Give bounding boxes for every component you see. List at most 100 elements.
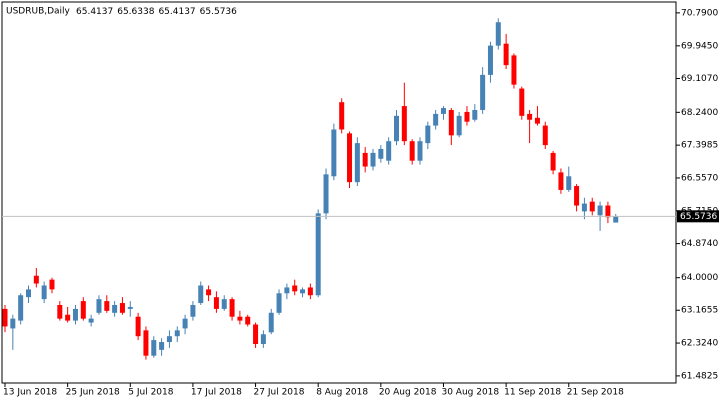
candle-body	[213, 297, 219, 309]
candle-body	[2, 308, 8, 327]
x-tick-label: 30 Aug 2018	[441, 388, 499, 398]
candle-body	[378, 148, 384, 159]
y-tick-label: 62.3240	[681, 339, 718, 349]
candle-body	[347, 133, 353, 183]
candle-body	[57, 304, 63, 319]
candle-body	[339, 102, 345, 130]
candle-body	[206, 289, 212, 296]
y-tick-label: 68.2400	[681, 108, 718, 118]
candle-body	[49, 279, 55, 290]
candle-body	[72, 308, 78, 321]
plot-frame	[1, 1, 677, 384]
candle-body	[362, 152, 368, 167]
candle-body	[119, 303, 125, 313]
candle-body	[386, 141, 392, 161]
candle-body	[495, 22, 501, 46]
chart-title: USDRUB,Daily	[6, 7, 71, 17]
candle-body	[33, 275, 39, 284]
candle-body	[276, 293, 282, 313]
x-tick-label: 17 Jul 2018	[191, 388, 242, 398]
candle-body	[440, 108, 446, 114]
candle-body	[300, 289, 306, 294]
candle-body	[550, 152, 556, 171]
y-tick-label: 64.8740	[681, 239, 718, 249]
candle-body	[174, 330, 180, 337]
y-tick-label: 63.1655	[681, 306, 718, 316]
candle-body	[190, 304, 196, 317]
x-tick-label: 13 Jun 2018	[3, 388, 57, 398]
ohlc-header: 65.4137 65.6338 65.4137 65.5736	[76, 7, 237, 17]
candle-body	[511, 55, 517, 85]
candle-body	[433, 113, 439, 126]
candle-body	[487, 45, 493, 75]
candle-body	[229, 299, 235, 317]
candle-body	[448, 109, 454, 136]
candle-body	[104, 301, 110, 311]
candle-body	[589, 201, 595, 212]
candle-body	[472, 109, 478, 120]
candle-body	[558, 172, 564, 190]
candle-body	[574, 186, 580, 206]
x-tick-label: 21 Sep 2018	[567, 388, 624, 398]
candle-body	[127, 306, 133, 309]
candle-body	[25, 289, 31, 298]
candle-body	[245, 316, 251, 325]
candle-body	[527, 113, 533, 120]
candle-body	[409, 141, 415, 161]
y-tick-label: 69.1070	[681, 74, 718, 84]
candle-body	[80, 301, 86, 319]
x-tick-label: 27 Jul 2018	[254, 388, 305, 398]
candle-body	[354, 143, 360, 183]
candle-body	[135, 316, 141, 337]
x-tick-label: 5 Jul 2018	[128, 388, 173, 398]
candle-body	[613, 216, 619, 223]
candle-body	[10, 318, 16, 329]
candle-body	[503, 43, 509, 66]
candle-body	[260, 334, 266, 344]
candle-body	[464, 111, 470, 122]
y-tick-label: 66.5570	[681, 173, 718, 183]
candle-body	[425, 125, 431, 144]
candle-body	[88, 318, 94, 323]
candle-body	[292, 285, 298, 292]
candle-body	[331, 129, 337, 177]
candle-body	[143, 330, 149, 356]
price-label: 65.5736	[680, 212, 717, 222]
ohlc-value: 65.6338	[117, 7, 154, 17]
candle-body	[566, 176, 572, 190]
y-tick-label: 70.7900	[681, 8, 718, 18]
y-tick-label: 61.4825	[681, 371, 718, 381]
candle-body	[417, 141, 423, 161]
y-tick-label: 64.0000	[681, 273, 718, 283]
candle-body	[284, 287, 290, 294]
candle-body	[151, 340, 157, 356]
candle-body	[534, 117, 540, 124]
x-tick-label: 25 Jun 2018	[66, 388, 120, 398]
candle-body	[253, 324, 259, 344]
ohlc-value: 65.5736	[200, 7, 237, 17]
candle-body	[456, 115, 462, 136]
candle-body	[401, 106, 407, 142]
candle-body	[605, 205, 611, 218]
candle-body	[182, 318, 188, 329]
candle-body	[237, 316, 243, 321]
candle-body	[41, 285, 47, 300]
candle-body	[480, 74, 486, 110]
candle-body	[18, 295, 24, 321]
y-tick-label: 67.3985	[681, 141, 718, 151]
candle-body	[96, 299, 102, 313]
candle-body	[159, 342, 165, 350]
candle-body	[166, 336, 172, 343]
candle-body	[307, 287, 313, 296]
x-tick-label: 8 Aug 2018	[316, 388, 368, 398]
candle-body	[581, 203, 587, 212]
candle-body	[315, 213, 321, 296]
candle-body	[268, 312, 274, 333]
candle-body	[112, 304, 118, 313]
candle-body	[394, 115, 399, 142]
price-label-box	[677, 210, 719, 223]
candle-body	[542, 125, 548, 146]
candle-body	[370, 152, 376, 167]
x-tick-label: 11 Sep 2018	[504, 388, 561, 398]
